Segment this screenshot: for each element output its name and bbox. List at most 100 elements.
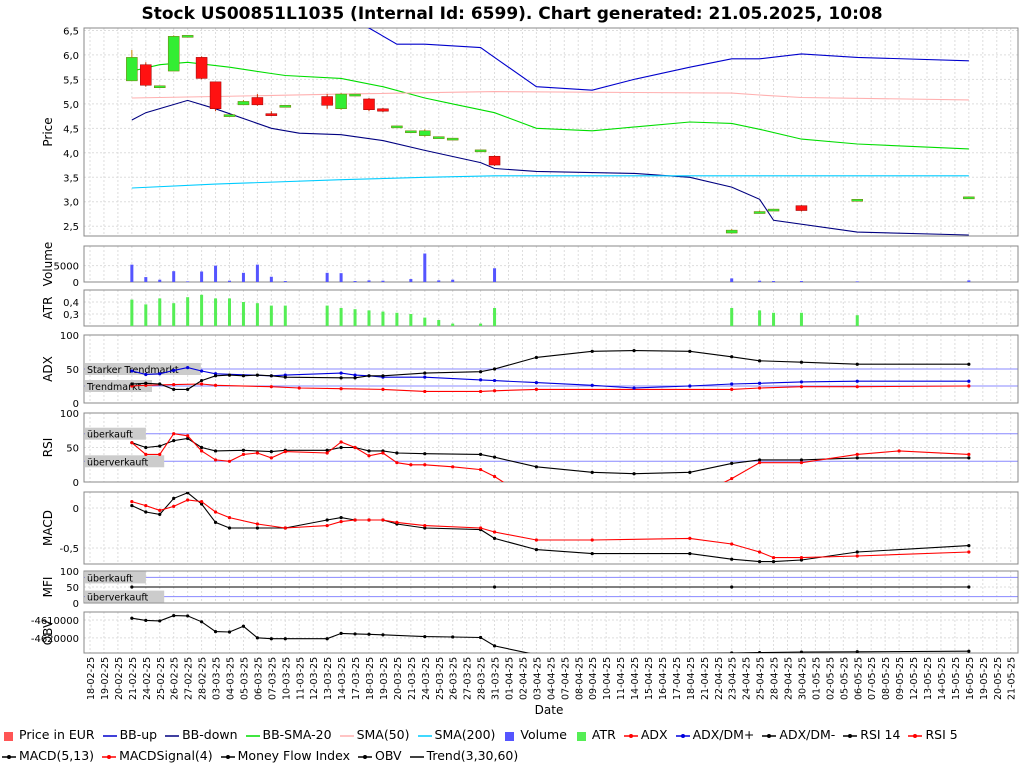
series-point [799,458,804,462]
series-point [200,382,204,386]
series-point [353,632,357,636]
x-tick-label: 08-04-25 [574,657,585,700]
legend-item: ADX [623,724,668,745]
series-point [688,552,692,556]
x-axis: 18-02-25 19-02-25 20-02-25 21-02-25 24-02-25… [86,657,1018,717]
atr-bar [367,310,371,326]
series-point [479,378,483,382]
series-point [758,458,762,462]
legend-item: BB-up [102,724,157,745]
legend-item: RSI 14 [843,724,900,745]
x-tick-label: 14-04-25 [630,657,641,700]
volume-bar [799,281,803,282]
series-point [144,452,148,456]
volume-bar [241,272,245,282]
legend-swatch [762,733,777,738]
series-point [423,463,427,467]
series-point [423,375,427,379]
x-tick-label: 21-05-25 [1007,657,1018,700]
legend-label: OBV [374,748,402,763]
series-point [730,557,734,561]
series-point [227,459,232,463]
volume-bar [451,279,455,282]
series-point [325,448,329,452]
legend-item: BB-SMA-20 [245,724,332,745]
series-point [339,631,343,635]
x-tick-label: 13-05-25 [923,657,934,700]
series-point [423,389,427,394]
series-point [213,383,218,387]
atr-bar [339,308,343,326]
x-tick-label: 20-03-25 [393,657,404,700]
annotation-label: Trendmarkt [86,382,141,393]
volume-bar [730,278,734,282]
series-point [339,520,343,524]
y-tick-label: 0 [73,504,79,515]
series-point [799,385,804,389]
series-line [367,28,969,91]
legend-label: ATR [591,727,616,742]
series-point [381,387,385,391]
candle-body [795,205,808,211]
legend-label: Price in EUR [19,727,95,742]
x-tick-label: 27-03-25 [463,657,474,700]
series-bb-up [367,28,969,91]
legend-label: ADX/DM- [779,727,836,742]
panel-frame [83,334,1019,404]
legend-item: Volume [503,724,567,745]
series-point [799,650,804,653]
x-tick-label: 31-03-25 [491,657,502,700]
series-point [423,524,427,528]
legend-swatch [908,733,923,738]
y-axis-label: RSI [41,438,55,458]
legend-swatch [165,734,180,737]
x-tick-label: 04-04-25 [546,657,557,700]
candle-body [391,125,403,129]
series-point [200,369,204,373]
series-point [367,518,371,522]
y-tick-label: 4,0 [63,149,79,160]
series-point [213,630,218,634]
atr-bar [479,323,483,326]
series-point [269,450,273,454]
volume-bar [228,280,231,282]
y-tick-label: 5,5 [63,75,79,86]
series-atr [130,294,859,326]
series-point [730,355,734,359]
series-point [688,384,692,388]
legend-swatch [339,734,354,737]
series-point [339,371,343,375]
panel-frame [83,27,1019,237]
series-point [758,651,762,653]
series-point [967,384,971,388]
legend-label: Trend(3,30,60) [426,748,519,763]
y-tick-label: 0,3 [63,310,79,321]
atr-bar [772,312,776,326]
x-tick-label: 01-05-25 [811,657,822,700]
series-point [325,524,329,528]
x-tick-label: 08-05-25 [881,657,892,700]
x-tick-label: 07-05-25 [867,657,878,700]
series-point [269,385,273,389]
x-tick-label: 20-05-25 [993,657,1004,700]
series-point [688,470,692,474]
candle-body [279,105,292,108]
series-point [339,445,343,450]
series-point [799,558,804,562]
series-point [200,620,204,624]
x-tick-label: 19-02-25 [100,657,111,700]
series-point [395,520,399,525]
series-point [799,461,804,465]
volume-bar [214,265,218,282]
x-tick-label: 15-04-25 [644,657,655,700]
legend-swatch [576,731,586,741]
x-tick-label: 29-04-25 [784,657,795,700]
series-point [353,445,357,450]
panel-frame [83,412,1019,483]
series-point [144,510,148,514]
y-tick-label: 0 [73,278,79,289]
x-tick-label: 21-03-25 [407,657,418,700]
x-tick-label: 25-04-25 [756,657,767,700]
series-point [758,461,762,465]
